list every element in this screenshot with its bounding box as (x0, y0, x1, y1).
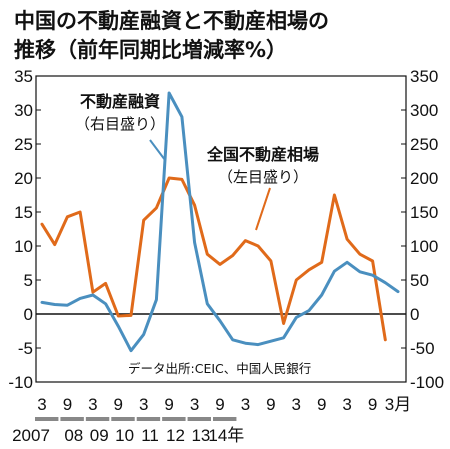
left-axis-ticks: 35 30 25 20 15 10 5 0 -5 -10 (8, 67, 41, 392)
x-month-label: 3月 (385, 395, 411, 414)
x-year-bar (85, 417, 110, 421)
x-month-label: 3 (241, 395, 250, 414)
x-month-label: 3 (37, 395, 46, 414)
right-tick-label: -50 (410, 339, 435, 358)
x-year-label: 11 (141, 426, 159, 445)
series-label: 不動産融資 (80, 92, 160, 111)
x-year-bar (136, 417, 161, 421)
left-tick-label: 20 (14, 169, 33, 188)
x-year-bar (162, 417, 186, 421)
x-year-label: 10 (115, 426, 134, 445)
right-tick-label: 250 (410, 135, 438, 154)
left-tick-label: 30 (14, 101, 33, 120)
left-tick-label: -10 (8, 373, 33, 392)
series-label: 全国不動産相場 (206, 145, 319, 164)
right-tick-label: 300 (410, 101, 438, 120)
x-month-label: 9 (317, 395, 326, 414)
series-layer (40, 91, 400, 353)
series-label-note: （右目盛り） (75, 115, 165, 133)
plot-frame (35, 75, 407, 383)
x-month-label: 9 (114, 395, 123, 414)
x-year-bar (213, 417, 237, 421)
loans-callout-line (149, 139, 166, 161)
x-month-label: 3 (190, 395, 199, 414)
x-month-label: 9 (63, 395, 72, 414)
series-labels: 全国不動産相場 （左目盛り） 不動産融資 （右目盛り） (75, 92, 319, 231)
x-month-ticks: 3 9 3 9 3 9 3 9 3 9 3 9 3 9 3月 (37, 395, 411, 414)
left-tick-label: 35 (14, 67, 33, 86)
left-tick-label: 25 (14, 135, 33, 154)
right-tick-label: 100 (410, 237, 438, 256)
x-month-label: 3 (342, 395, 351, 414)
right-tick-label: 200 (410, 169, 438, 188)
x-year-label: 08 (64, 426, 83, 445)
left-tick-label: 15 (14, 203, 33, 222)
x-year-bar (35, 417, 59, 421)
x-year-label: 13 (191, 426, 210, 445)
x-month-label: 9 (368, 395, 377, 414)
x-year-label: 12 (166, 426, 185, 445)
left-tick-label: 0 (24, 305, 33, 324)
chart-title-line2: 推移（前年同期比増減率%） (14, 38, 287, 62)
right-tick-label: -100 (410, 373, 444, 392)
series-line-property-prices (40, 176, 387, 342)
x-month-label: 9 (164, 395, 173, 414)
x-month-label: 9 (266, 395, 275, 414)
series-label-note: （左目盛り） (218, 168, 308, 186)
x-month-label: 3 (139, 395, 148, 414)
left-tick-label: -5 (18, 339, 33, 358)
right-tick-label: 0 (410, 305, 419, 324)
x-year-bar (111, 417, 135, 421)
series-line-property-loans (40, 91, 400, 353)
x-month-label: 3 (292, 395, 301, 414)
x-year-bar (60, 417, 84, 421)
x-year-label: 09 (90, 426, 109, 445)
x-year-bars (35, 417, 237, 421)
right-tick-label: 350 (410, 67, 438, 86)
chart-title-line1: 中国の不動産融資と不動産相場の (14, 9, 329, 33)
left-tick-label: 5 (24, 271, 33, 290)
x-month-label: 9 (215, 395, 224, 414)
right-axis-ticks: 350 300 250 200 150 100 50 0 -50 -100 (401, 67, 444, 392)
right-tick-label: 150 (410, 203, 438, 222)
right-tick-label: 50 (410, 271, 429, 290)
x-month-label: 3 (88, 395, 97, 414)
x-year-label: 2007 (12, 426, 50, 445)
left-tick-label: 10 (14, 237, 33, 256)
x-year-bar (187, 417, 211, 421)
source-note: データ出所:CEIC、中国人民銀行 (128, 361, 311, 376)
prices-callout-line (255, 187, 271, 231)
x-year-label: 14年 (208, 426, 244, 445)
